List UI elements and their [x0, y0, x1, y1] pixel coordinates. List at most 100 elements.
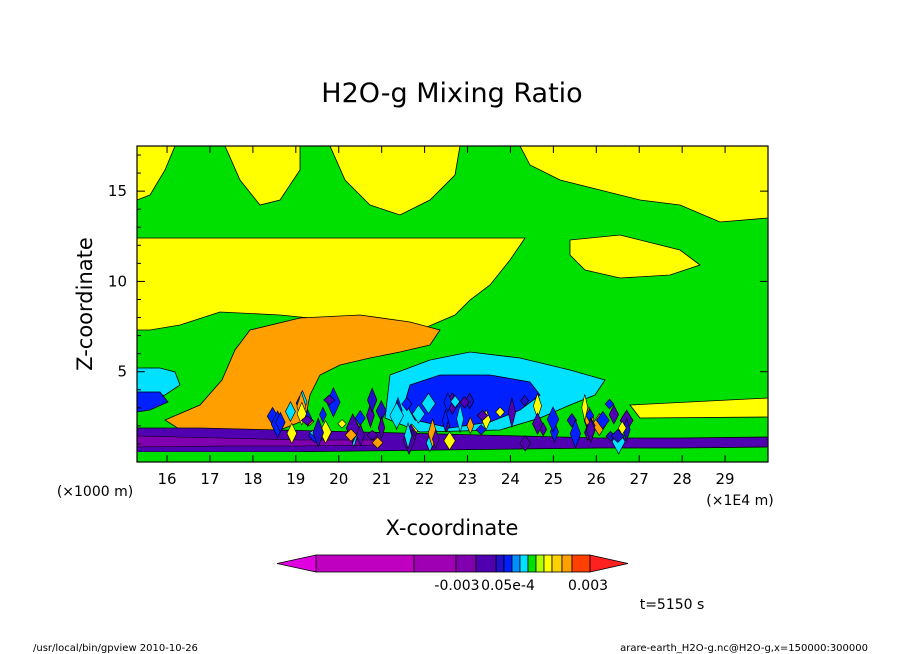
turbulent-cell — [617, 420, 627, 436]
colorbar-bin — [475, 554, 497, 573]
x-tick-label: 16 — [158, 470, 177, 488]
x-axis-unit-left: (×1000 m) — [57, 484, 133, 500]
turbulent-cell — [323, 394, 336, 406]
x-tick-label: 25 — [544, 470, 563, 488]
colorbar-bin — [543, 554, 553, 573]
region-upper-yellow-top2 — [329, 146, 461, 216]
turbulent-cell — [466, 416, 475, 435]
turbulent-cell — [581, 394, 589, 421]
turbulent-cell — [459, 396, 470, 409]
turbulent-cell — [519, 435, 532, 452]
colorbar-bin — [535, 554, 545, 573]
x-tick-marks: 16 17 18 19 20 21 22 23 24 25 26 27 28 29 — [158, 146, 735, 488]
turbulent-cell — [475, 424, 487, 436]
colorbar-bin — [495, 554, 505, 573]
turbulent-cell — [569, 418, 582, 449]
chart-title: H2O-g Mixing Ratio — [321, 78, 582, 109]
turbulent-cell — [286, 422, 297, 445]
colorbar-label-mid: 0.05e-4 — [481, 578, 535, 594]
x-tick-label: 27 — [630, 470, 649, 488]
turbulent-cell — [604, 398, 615, 410]
plot-frame — [136, 145, 769, 463]
y-tick-label: 15 — [108, 182, 127, 200]
plot-area: 16 17 18 19 20 21 22 23 24 25 26 27 28 29 5 10 15 — [108, 145, 769, 488]
turbulent-cell — [337, 419, 347, 429]
colorbar-bin — [455, 554, 477, 573]
time-label: t=5150 s — [640, 597, 705, 613]
turbulent-cell — [401, 396, 413, 412]
turbulent-cell — [421, 392, 436, 415]
turbulent-cell — [404, 421, 413, 450]
x-tick-label: 19 — [286, 470, 305, 488]
turbulent-cell — [456, 405, 464, 433]
turbulent-cell — [532, 412, 543, 436]
turbulent-cell — [344, 428, 358, 442]
footer-left: /usr/local/bin/gpview 2010-10-26 — [33, 643, 198, 654]
colorbar-bin — [503, 554, 513, 573]
x-tick-label: 21 — [372, 470, 391, 488]
x-tick-label: 22 — [415, 470, 434, 488]
x-tick-label: 23 — [458, 470, 477, 488]
x-tick-label: 28 — [673, 470, 692, 488]
turbulent-cell — [312, 417, 324, 449]
x-tick-label: 26 — [587, 470, 606, 488]
turbulent-cell — [442, 408, 449, 433]
turbulent-cell — [296, 401, 307, 426]
region-upper-yellow-top3 — [519, 146, 768, 223]
turbulent-cell — [371, 436, 384, 449]
colorbar-bin — [561, 554, 573, 573]
colorbar-max-triangle — [589, 554, 629, 573]
region-right-yellow-band — [629, 397, 768, 419]
region-surface-strip — [137, 452, 768, 462]
colorbar-label-max: 0.003 — [568, 578, 608, 594]
x-tick-label: 29 — [716, 470, 735, 488]
turbulent-cell — [443, 431, 456, 451]
turbulent-cell — [476, 410, 489, 421]
colorbar-label-min: -0.003 — [434, 578, 479, 594]
turbulent-cell — [585, 417, 596, 444]
turbulent-cells — [266, 386, 634, 456]
turbulent-cell — [345, 413, 360, 444]
turbulent-cell — [450, 395, 461, 409]
colorbar — [276, 554, 629, 573]
turbulent-cell — [546, 406, 560, 433]
contour-field — [137, 146, 768, 462]
turbulent-cell — [432, 428, 440, 450]
x-tick-label: 20 — [329, 470, 348, 488]
turbulent-cell — [596, 410, 610, 430]
colorbar-min-triangle — [276, 554, 317, 573]
region-upper-yellow-right — [569, 234, 701, 279]
colorbar-bin — [527, 554, 537, 573]
turbulent-cell — [377, 415, 386, 440]
x-axis-label: X-coordinate — [386, 516, 519, 540]
region-upper-yellow-top — [224, 146, 301, 206]
colorbar-bin — [571, 554, 591, 573]
footer-right: arare-earth_H2O-g.nc@H2O-g,x=150000:3000… — [620, 643, 868, 654]
turbulent-cell — [275, 411, 286, 434]
y-tick-marks: 5 10 15 — [108, 154, 768, 445]
turbulent-cell — [367, 387, 378, 413]
y-tick-label: 10 — [108, 272, 127, 290]
region-upper-yellow-corner — [137, 146, 176, 201]
x-tick-label: 24 — [501, 470, 520, 488]
turbulent-cell — [411, 404, 426, 424]
y-axis-label: Z-coordinate — [73, 237, 97, 371]
x-axis-unit-right: (×1E4 m) — [706, 493, 773, 509]
turbulent-cell — [319, 406, 327, 424]
turbulent-cell — [366, 402, 375, 429]
turbulent-cell — [389, 402, 404, 430]
colorbar-bin — [315, 554, 415, 573]
turbulent-cell — [443, 392, 453, 413]
turbulent-cell — [464, 392, 475, 410]
turbulent-cell — [285, 401, 296, 423]
colorbar-bin — [551, 554, 563, 573]
colorbar-bin — [413, 554, 457, 573]
turbulent-cell — [356, 423, 365, 447]
x-tick-label: 17 — [200, 470, 219, 488]
turbulent-cell — [608, 404, 619, 425]
region-left-blue — [137, 391, 169, 413]
colorbar-bin — [519, 554, 529, 573]
x-tick-label: 18 — [243, 470, 262, 488]
turbulent-cell — [520, 394, 529, 407]
